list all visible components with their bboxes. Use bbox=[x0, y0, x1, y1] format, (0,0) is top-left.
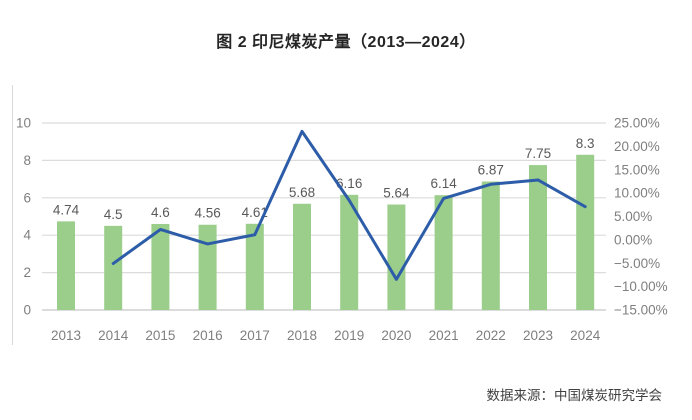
right-axis-tick-label: 5.00% bbox=[614, 209, 652, 224]
x-axis-year-label: 2023 bbox=[523, 328, 553, 343]
data-source-note: 数据来源：中国煤炭研究学会 bbox=[486, 388, 663, 403]
bar-data-label: 4.74 bbox=[53, 202, 80, 217]
x-axis-year-label: 2020 bbox=[381, 328, 411, 343]
growth-rate-line bbox=[111, 129, 587, 281]
bar bbox=[340, 194, 359, 310]
right-axis-tick-label: −10.00% bbox=[614, 279, 668, 294]
right-axis-tick-label: −15.00% bbox=[614, 303, 668, 318]
bar bbox=[434, 195, 453, 310]
bar-data-label: 6.87 bbox=[478, 163, 504, 178]
left-axis-tick-label: 2 bbox=[23, 265, 31, 280]
right-axis-tick-label: 20.00% bbox=[614, 139, 660, 154]
left-axis-tick-label: 8 bbox=[23, 153, 31, 168]
bar bbox=[245, 223, 264, 310]
x-axis-year-label: 2014 bbox=[98, 328, 129, 343]
x-axis-year-label: 2016 bbox=[193, 328, 223, 343]
bar-data-label: 4.5 bbox=[104, 207, 123, 222]
bar bbox=[387, 204, 406, 310]
x-axis-year-label: 2022 bbox=[476, 328, 506, 343]
bar-data-label: 6.14 bbox=[430, 176, 457, 191]
bar bbox=[198, 224, 217, 310]
bar bbox=[104, 225, 123, 310]
bar-data-label: 5.64 bbox=[383, 186, 410, 201]
bar bbox=[151, 223, 170, 310]
right-axis-tick-label: 0.00% bbox=[614, 232, 652, 247]
right-axis-tick-label: 25.00% bbox=[614, 116, 660, 131]
bar-data-label: 7.75 bbox=[525, 146, 551, 161]
x-axis-year-label: 2013 bbox=[51, 328, 81, 343]
bar-data-label: 8.3 bbox=[576, 136, 595, 151]
bar-data-label: 4.6 bbox=[151, 205, 170, 220]
x-axis-year-label: 2021 bbox=[429, 328, 459, 343]
bar bbox=[529, 165, 547, 310]
bar-data-label: 6.16 bbox=[336, 176, 362, 191]
bar-data-label: 4.61 bbox=[242, 205, 268, 220]
right-axis-tick-label: 10.00% bbox=[614, 186, 660, 201]
x-axis-year-label: 2018 bbox=[287, 328, 317, 343]
left-axis-tick-label: 0 bbox=[23, 303, 31, 318]
bar bbox=[576, 154, 595, 310]
chart-title: 图 2 印尼煤炭产量（2013—2024） bbox=[216, 34, 476, 51]
bar-data-label: 5.68 bbox=[289, 185, 315, 200]
x-axis-year-label: 2019 bbox=[334, 328, 364, 343]
right-axis-tick-label: −5.00% bbox=[614, 256, 660, 271]
left-axis-tick-label: 4 bbox=[23, 228, 31, 243]
x-axis-year-label: 2017 bbox=[240, 328, 270, 343]
bar bbox=[481, 181, 500, 310]
x-axis-year-label: 2024 bbox=[570, 328, 601, 343]
bar bbox=[57, 221, 75, 310]
bar-data-label: 4.56 bbox=[194, 206, 220, 221]
bar bbox=[293, 203, 311, 310]
left-axis-tick-label: 6 bbox=[23, 190, 31, 205]
right-axis-tick-label: 15.00% bbox=[614, 162, 660, 177]
left-axis-tick-label: 10 bbox=[16, 116, 31, 131]
x-axis-year-label: 2015 bbox=[145, 328, 175, 343]
